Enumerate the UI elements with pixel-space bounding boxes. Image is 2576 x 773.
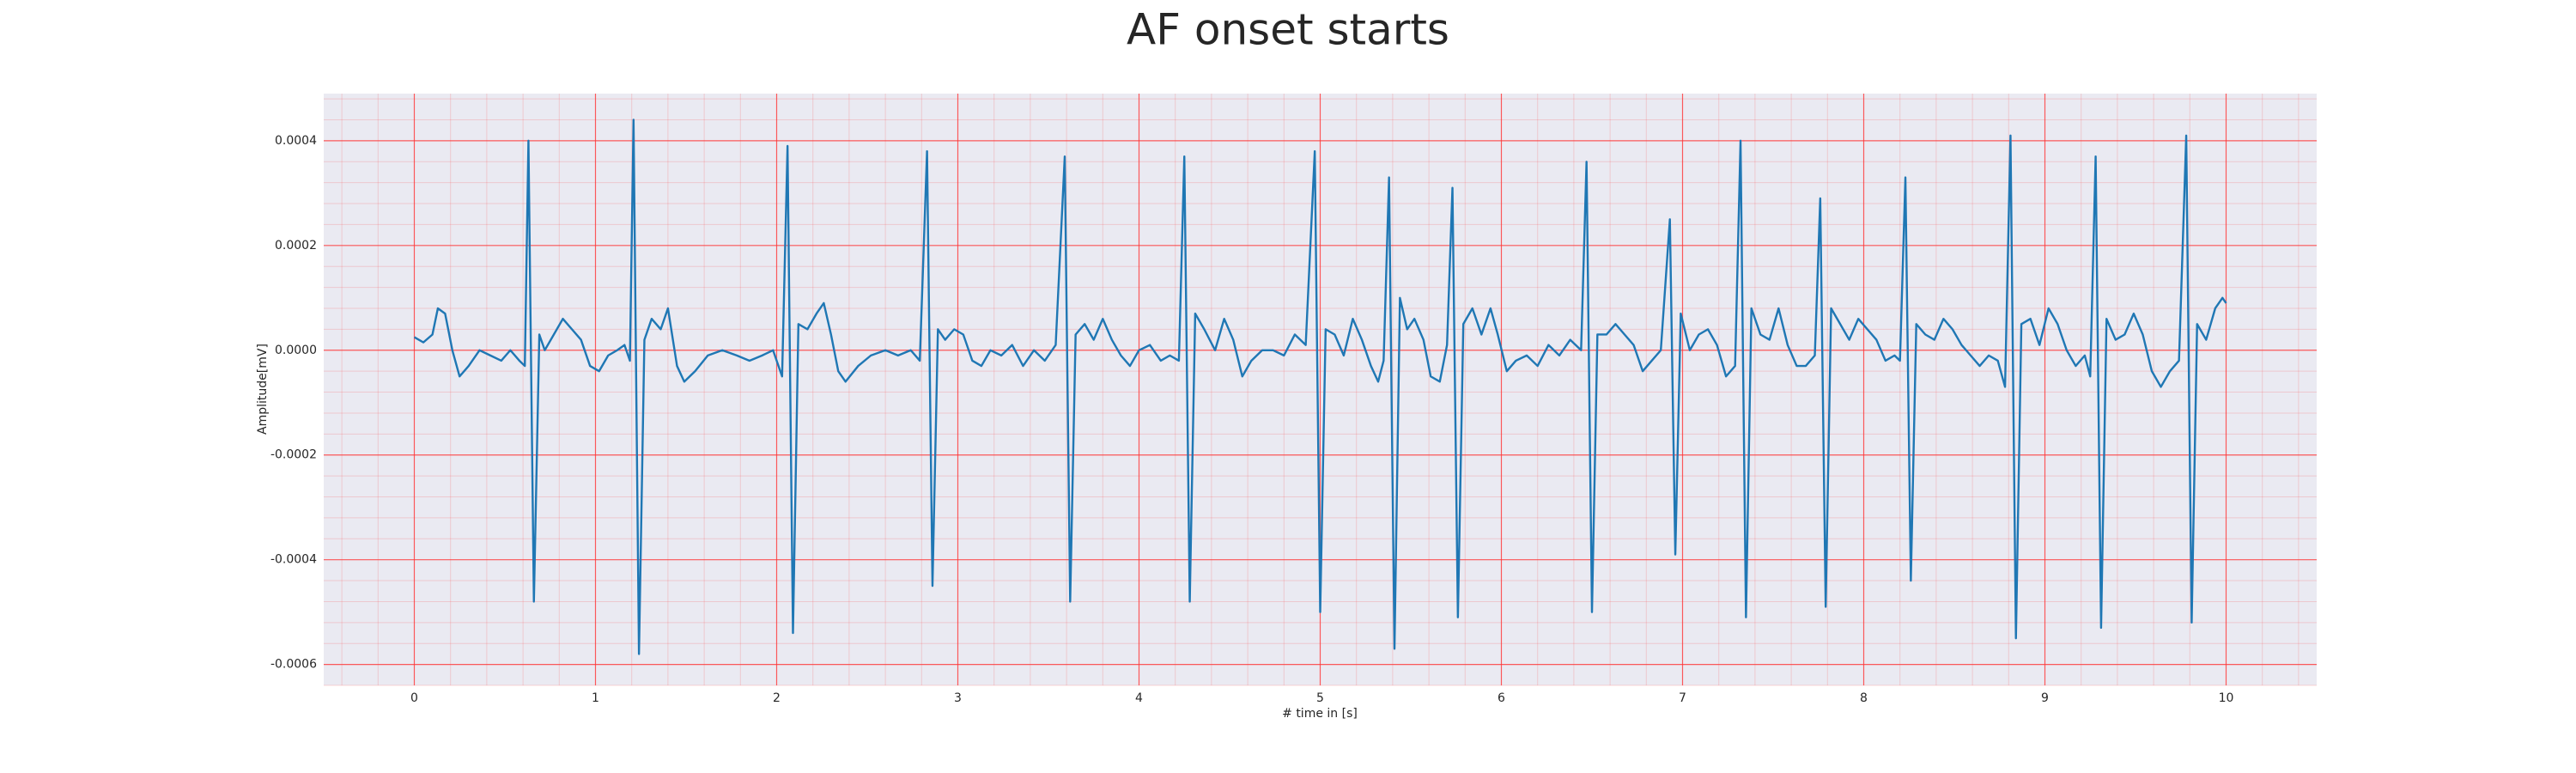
x-tick-label: 6 [1498,691,1505,705]
x-tick-label: 3 [954,691,962,705]
x-tick-label: 2 [773,691,781,705]
x-tick-label: 9 [2041,691,2049,705]
y-tick-label: -0.0002 [270,448,317,462]
y-tick-label: 0.0004 [275,134,317,148]
y-tick-label: -0.0004 [270,553,317,567]
y-tick-label: -0.0006 [270,658,317,672]
chart-title: AF onset starts [1127,5,1449,55]
x-axis-label: # time in [s] [1282,707,1358,721]
x-tick-label: 8 [1860,691,1868,705]
x-tick-label: 0 [410,691,418,705]
x-tick-label: 1 [592,691,599,705]
x-tick-label: 10 [2219,691,2234,705]
x-tick-label: 5 [1316,691,1324,705]
ecg-line [413,119,2227,655]
y-tick-label: 0.0000 [275,344,317,357]
x-tick-label: 4 [1135,691,1143,705]
y-tick-label: 0.0002 [275,239,317,253]
y-axis-label: Amplitude[mV] [256,344,270,435]
x-tick-label: 7 [1679,691,1686,705]
